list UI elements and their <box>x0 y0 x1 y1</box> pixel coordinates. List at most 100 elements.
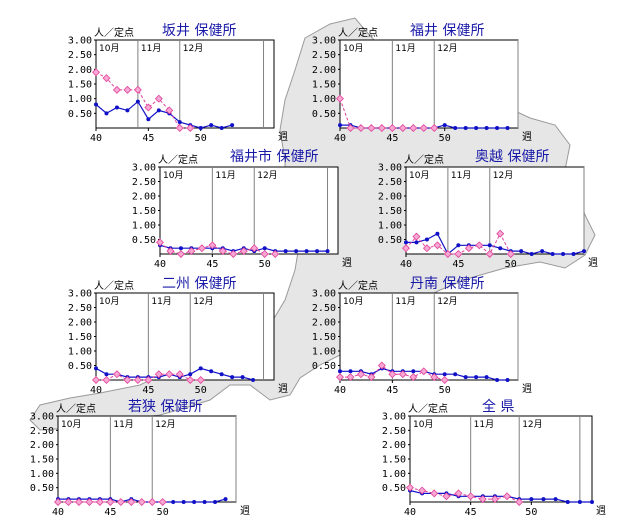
x-tick-label: 50 <box>439 385 451 396</box>
y-tick-label: 2.50 <box>312 50 336 61</box>
current-season-point <box>209 369 214 374</box>
previous-season-point <box>336 373 344 382</box>
month-label: 12月 <box>437 296 457 307</box>
plot-frame <box>159 166 339 255</box>
previous-season-point <box>112 85 121 94</box>
y-tick-label: 3.00 <box>382 412 406 423</box>
previous-season-point <box>356 124 365 132</box>
previous-season-point <box>74 498 83 506</box>
previous-season-point <box>116 498 125 506</box>
previous-season-point <box>229 250 238 258</box>
current-season-point <box>283 249 288 254</box>
month-label: 12月 <box>193 296 213 307</box>
previous-season-point <box>250 244 259 253</box>
chart-title: 若狭 保健所 <box>128 399 202 415</box>
y-tick-label: 3.00 <box>132 163 156 174</box>
previous-season-point <box>92 68 100 77</box>
x-axis-label: 週 <box>588 257 598 269</box>
y-tick-label: 1.50 <box>378 206 402 217</box>
current-season-point <box>181 500 186 504</box>
y-axis-label: 人／定点 <box>94 26 134 39</box>
previous-season-point <box>430 373 439 382</box>
month-label: 12月 <box>257 170 277 181</box>
previous-season-point <box>133 376 142 384</box>
current-season-point <box>338 369 342 374</box>
month-label: 10月 <box>99 43 119 54</box>
previous-season-point <box>419 124 428 132</box>
previous-season-point <box>440 376 449 384</box>
current-season-point <box>135 99 140 104</box>
previous-season-point <box>406 483 414 492</box>
month-label: 11月 <box>395 43 415 54</box>
x-tick-label: 45 <box>465 507 477 518</box>
y-axis-label: 人／定点 <box>408 402 448 415</box>
y-tick-label: 1.00 <box>312 347 336 358</box>
month-label: 10月 <box>99 296 119 307</box>
previous-season-point <box>418 486 427 495</box>
current-season-point <box>498 246 503 251</box>
previous-season-point <box>412 232 421 241</box>
current-season-point <box>262 246 267 251</box>
previous-season-point <box>102 74 111 83</box>
current-season-point <box>414 240 419 245</box>
previous-season-point <box>127 498 136 506</box>
previous-season-point <box>398 370 407 379</box>
y-tick-label: 3.00 <box>30 412 54 423</box>
y-axis-label: 人／定点 <box>56 402 96 415</box>
previous-season-point <box>336 94 344 103</box>
current-season-point <box>104 111 109 116</box>
y-tick-label: 1.50 <box>30 455 54 466</box>
current-season-point <box>294 249 299 254</box>
x-tick-label: 50 <box>505 259 517 270</box>
x-tick-label: 50 <box>439 133 451 144</box>
y-tick-label: 1.00 <box>68 94 92 105</box>
y-tick-label: 0.50 <box>68 109 92 120</box>
current-season-point <box>251 378 256 382</box>
previous-season-point <box>154 94 163 103</box>
current-season-point <box>94 366 98 371</box>
x-axis-label: 週 <box>240 505 250 517</box>
y-tick-label: 1.00 <box>378 221 402 232</box>
month-label: 11月 <box>395 296 415 307</box>
chart-panel-2: 10月 11月 12月 3.00 2.50 2.00 1.50 1.00 0.50 40 45 50 週… <box>312 23 532 144</box>
previous-season-point <box>208 241 217 250</box>
previous-season-point <box>85 498 94 506</box>
y-tick-label: 0.50 <box>382 483 406 494</box>
chart-panel-7: 10月 11月 12月 3.00 2.50 2.00 1.50 1.00 0.50 40 45 50 週… <box>30 399 250 518</box>
chart-title: 福井 保健所 <box>410 23 484 39</box>
previous-season-point <box>175 124 184 132</box>
chart-panel-3: 10月 11月 12月 3.00 2.50 2.00 1.50 1.00 0.50 40 45 50 週… <box>132 148 352 270</box>
current-season-point <box>348 369 353 374</box>
previous-season-point <box>186 124 195 132</box>
previous-season-point <box>433 241 442 250</box>
current-season-point <box>240 375 245 380</box>
plot-frame <box>57 415 237 503</box>
previous-season-point <box>187 247 196 256</box>
current-season-point <box>219 126 224 130</box>
previous-season-point <box>54 498 62 506</box>
x-tick-label: 40 <box>90 133 102 144</box>
month-label: 10月 <box>409 170 429 181</box>
month-label: 12月 <box>522 419 542 430</box>
x-tick-label: 40 <box>400 259 412 270</box>
y-tick-label: 3.00 <box>68 36 92 47</box>
current-season-point <box>192 500 197 504</box>
x-tick-label: 45 <box>206 259 218 270</box>
plot-frame <box>95 292 275 381</box>
previous-season-point <box>367 373 376 382</box>
previous-season-point <box>377 361 386 370</box>
month-label: 11月 <box>215 170 235 181</box>
previous-season-point <box>496 229 505 238</box>
previous-season-point <box>197 244 206 253</box>
current-season-point <box>202 500 207 504</box>
previous-season-point <box>422 244 431 253</box>
month-label: 11月 <box>451 170 471 181</box>
y-tick-label: 1.50 <box>312 332 336 343</box>
previous-season-point <box>112 370 121 379</box>
y-tick-label: 1.50 <box>68 80 92 91</box>
current-season-point <box>590 500 594 504</box>
plot-frame <box>339 292 519 381</box>
current-season-point <box>456 243 461 248</box>
chart-panel-6: 10月 11月 12月 3.00 2.50 2.00 1.50 1.00 0.50 40 45 50 週… <box>312 276 532 396</box>
